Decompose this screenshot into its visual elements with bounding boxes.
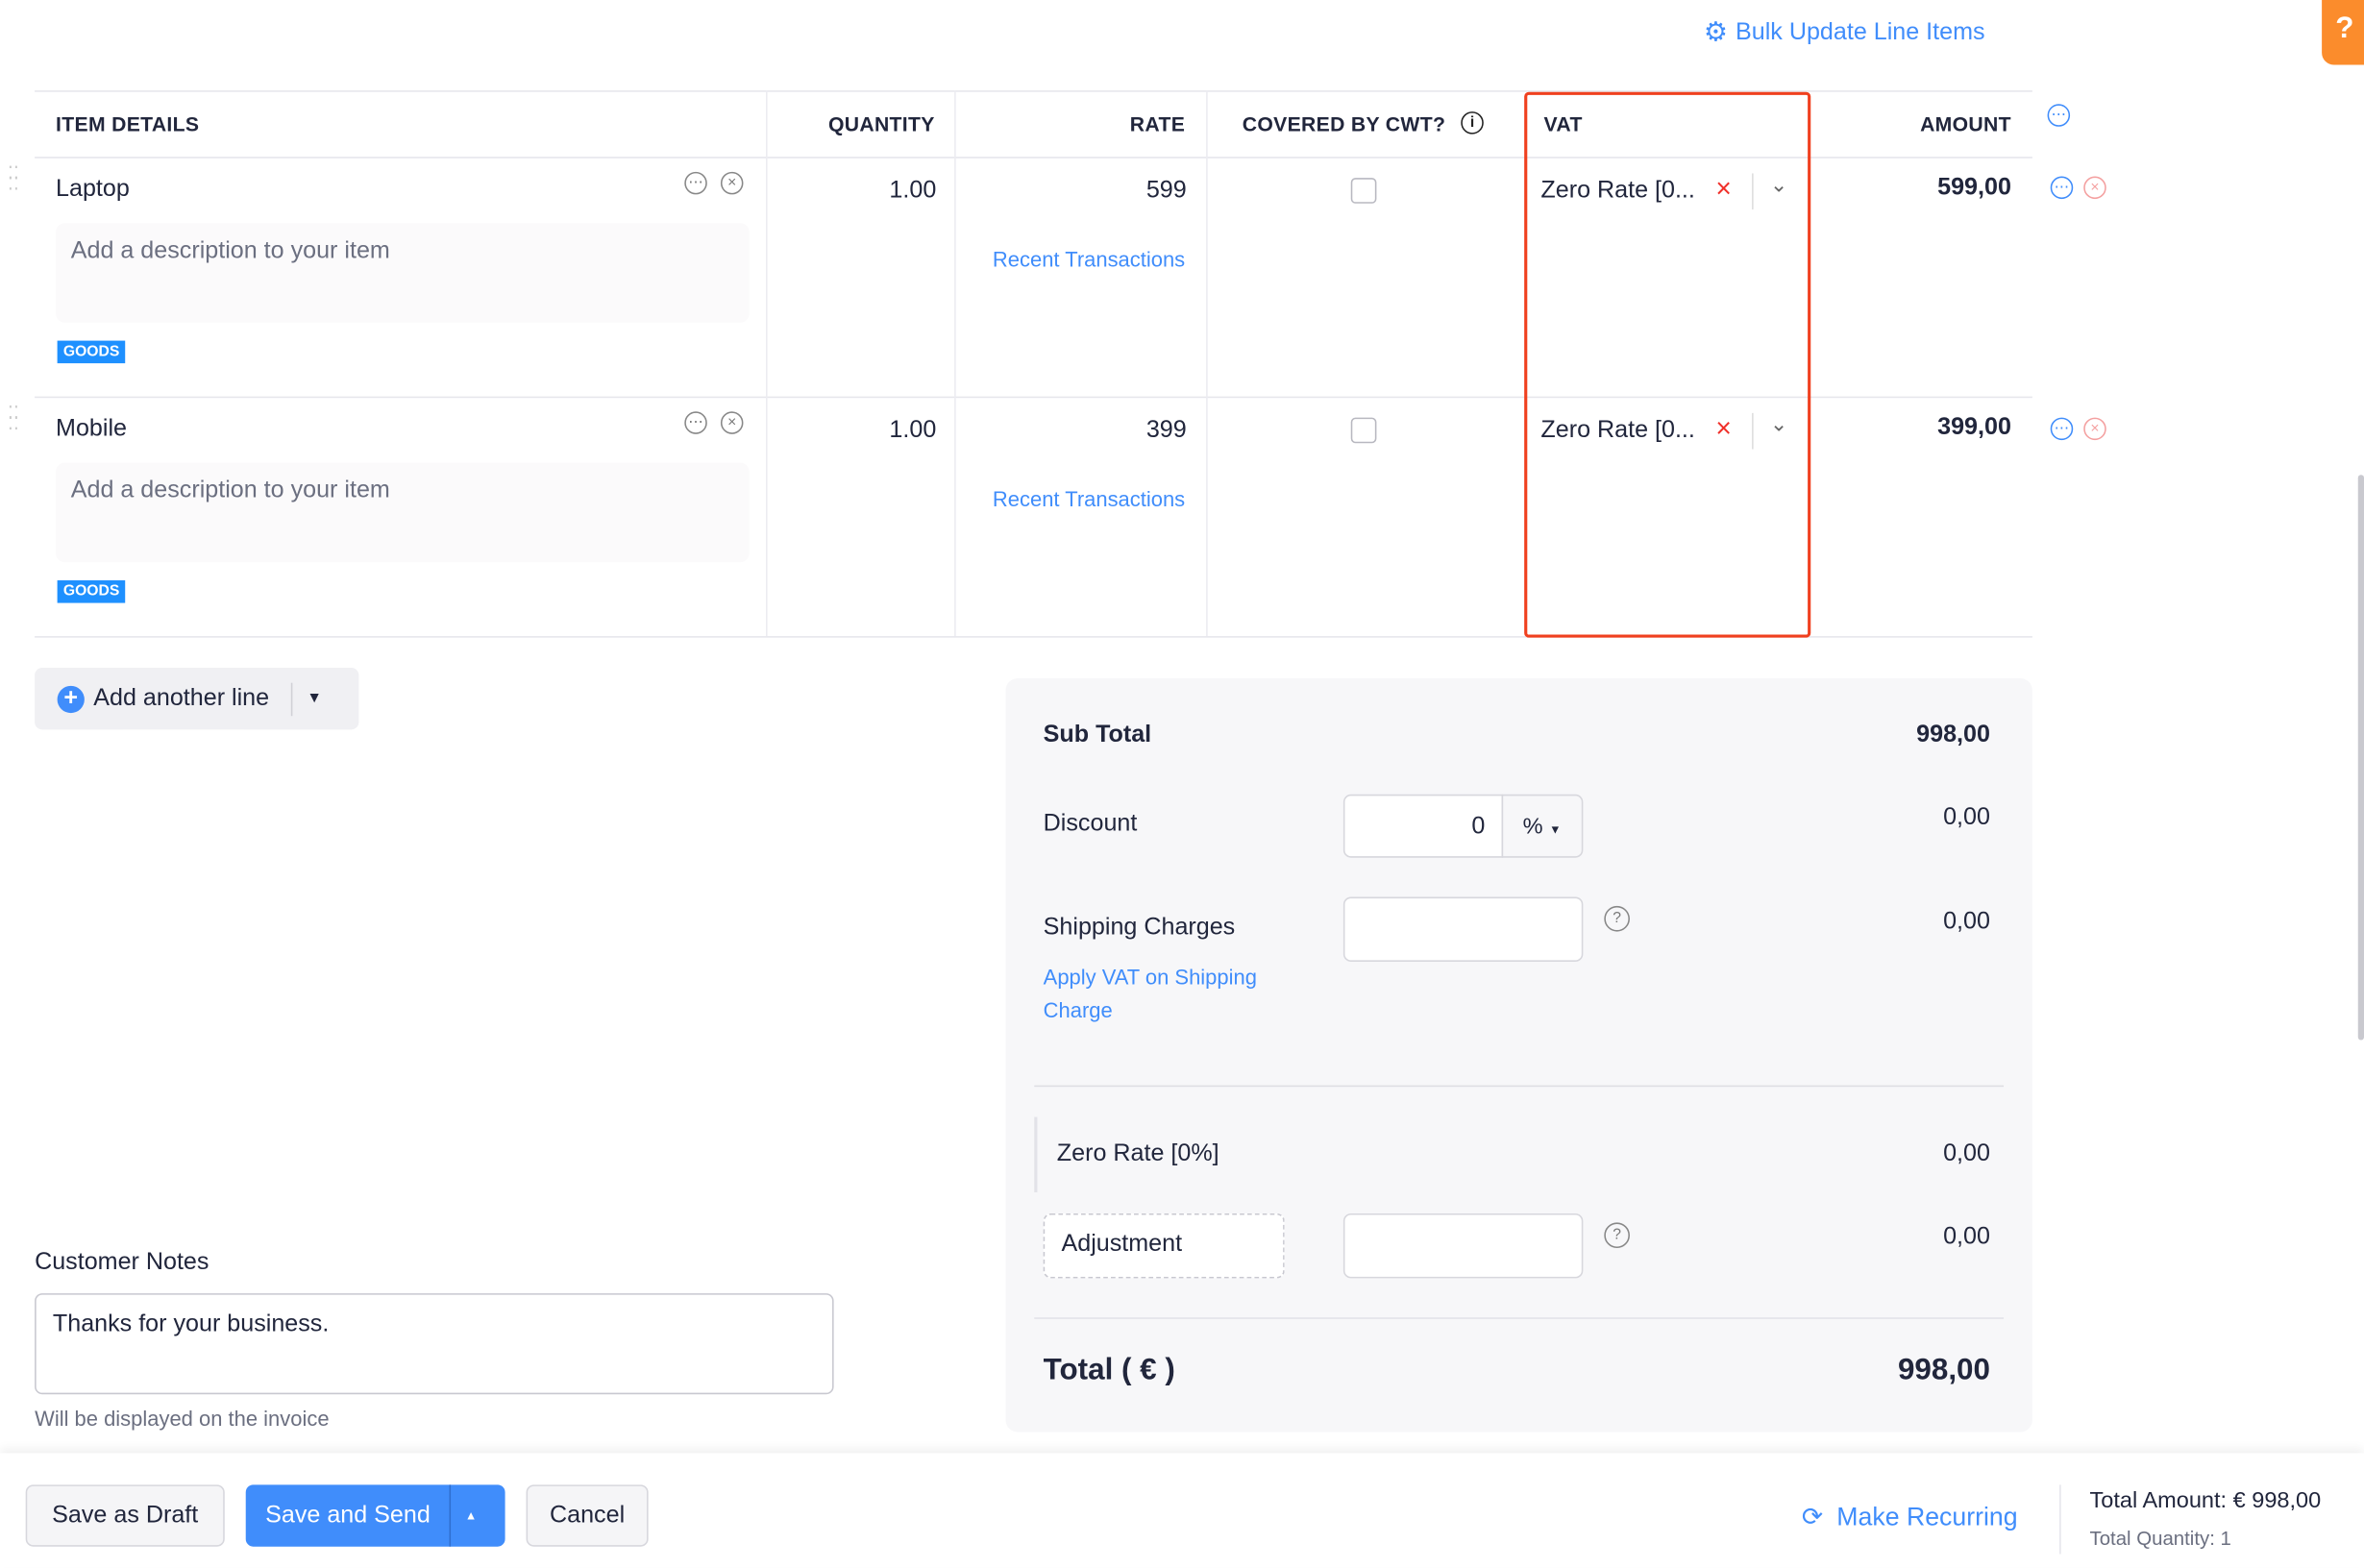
help-button[interactable]: ? <box>2322 0 2364 65</box>
shipping-input[interactable] <box>1342 896 1584 962</box>
quantity-input[interactable]: 1.00 <box>889 178 937 204</box>
row-delete-icon[interactable]: × <box>2083 417 2106 441</box>
description-input[interactable]: Add a description to your item <box>56 462 750 563</box>
discount-input[interactable]: 0 <box>1342 794 1504 858</box>
row-delete-icon[interactable]: × <box>2083 176 2106 200</box>
recent-transactions-link[interactable]: Recent Transactions <box>992 247 1186 272</box>
help-icon[interactable]: ? <box>1604 1222 1630 1249</box>
save-and-send-button[interactable]: Save and Send ▲ <box>245 1484 505 1547</box>
make-recurring-link[interactable]: ⟳ Make Recurring <box>1801 1503 2018 1532</box>
remove-icon[interactable]: × <box>720 411 744 434</box>
discount-value: 0,00 <box>1943 804 1990 831</box>
info-icon[interactable]: i <box>1461 111 1484 135</box>
caret-up-icon[interactable]: ▲ <box>464 1508 478 1523</box>
customer-notes-input[interactable]: Thanks for your business. <box>35 1293 834 1395</box>
type-badge: GOODS <box>57 580 126 603</box>
vat-select[interactable]: Zero Rate [0... <box>1540 417 1695 444</box>
adjustment-value: 0,00 <box>1943 1223 1990 1250</box>
chevron-down-icon[interactable]: ⌄ <box>1769 411 1788 436</box>
vat-select[interactable]: Zero Rate [0... <box>1540 178 1695 204</box>
total-amount: Total Amount: € 998,00 <box>2089 1487 2322 1514</box>
column-options-icon[interactable]: ⋯ <box>2047 104 2071 127</box>
total-label: Total ( € ) <box>1043 1353 1175 1387</box>
discount-unit-select[interactable]: % ▼ <box>1501 794 1584 858</box>
gear-icon: ⚙ <box>1703 16 1729 47</box>
header-amount: AMOUNT <box>1920 112 2011 136</box>
clear-vat-icon[interactable]: × <box>1715 173 1732 204</box>
bulk-update-link[interactable]: ⚙ Bulk Update Line Items <box>1703 16 1985 47</box>
recent-transactions-link[interactable]: Recent Transactions <box>992 486 1186 511</box>
type-badge: GOODS <box>57 340 126 364</box>
plus-circle-icon: + <box>57 685 85 713</box>
adjustment-input[interactable] <box>1342 1213 1584 1279</box>
scrollbar[interactable] <box>2357 475 2364 1041</box>
total-value: 998,00 <box>1897 1353 1990 1387</box>
add-another-line-button[interactable]: + Add another line ▼ <box>35 668 359 730</box>
remove-icon[interactable]: × <box>720 171 744 195</box>
clear-vat-icon[interactable]: × <box>1715 412 1732 444</box>
amount: 599,00 <box>1937 174 2011 201</box>
total-quantity: Total Quantity: 1 <box>2089 1527 2231 1550</box>
subtotal-value: 998,00 <box>1916 722 1990 748</box>
subtotal-label: Sub Total <box>1043 722 1152 748</box>
item-name[interactable]: Mobile <box>56 416 128 442</box>
header-quantity: QUANTITY <box>827 112 935 136</box>
discount-label: Discount <box>1043 811 1138 837</box>
help-icon[interactable]: ? <box>1604 905 1630 932</box>
cancel-button[interactable]: Cancel <box>526 1484 649 1547</box>
cwt-checkbox[interactable] <box>1350 178 1377 204</box>
header-cwt: COVERED BY CWT? <box>1242 112 1446 136</box>
save-as-draft-button[interactable]: Save as Draft <box>25 1484 225 1547</box>
drag-handle-icon[interactable]: ⁚⁚ ⁚⁚ <box>7 162 19 195</box>
drag-handle-icon[interactable]: ⁚⁚ ⁚⁚ <box>7 402 19 434</box>
chevron-down-icon[interactable]: ⌄ <box>1769 171 1788 196</box>
row-options-icon[interactable]: ⋯ <box>2050 176 2074 200</box>
quantity-input[interactable]: 1.00 <box>889 417 937 444</box>
header-item-details: ITEM DETAILS <box>56 112 200 136</box>
header-vat: VAT <box>1543 112 1583 136</box>
notes-hint: Will be displayed on the invoice <box>35 1406 330 1431</box>
more-icon[interactable]: ⋯ <box>684 171 707 195</box>
shipping-label: Shipping Charges <box>1043 915 1236 941</box>
shipping-value: 0,00 <box>1943 909 1990 935</box>
amount: 399,00 <box>1937 414 2011 441</box>
row-options-icon[interactable]: ⋯ <box>2050 417 2074 441</box>
more-icon[interactable]: ⋯ <box>684 411 707 434</box>
header-rate: RATE <box>1129 112 1186 136</box>
tax-label: Zero Rate [0%] <box>1056 1140 1219 1167</box>
description-input[interactable]: Add a description to your item <box>56 223 750 323</box>
tax-value: 0,00 <box>1943 1140 1990 1167</box>
item-name[interactable]: Laptop <box>56 176 130 203</box>
rate-input[interactable]: 599 <box>1145 178 1187 204</box>
caret-down-icon: ▼ <box>1549 822 1562 837</box>
refresh-icon: ⟳ <box>1801 1503 1824 1532</box>
cwt-checkbox[interactable] <box>1350 417 1377 444</box>
vat-column-highlight <box>1524 91 1811 638</box>
adjustment-label-input[interactable]: Adjustment <box>1043 1213 1285 1279</box>
caret-down-icon[interactable]: ▼ <box>307 690 322 707</box>
rate-input[interactable]: 399 <box>1145 417 1187 444</box>
apply-vat-shipping-link[interactable]: Apply VAT on Shipping Charge <box>1043 965 1257 1022</box>
customer-notes-label: Customer Notes <box>35 1249 209 1276</box>
